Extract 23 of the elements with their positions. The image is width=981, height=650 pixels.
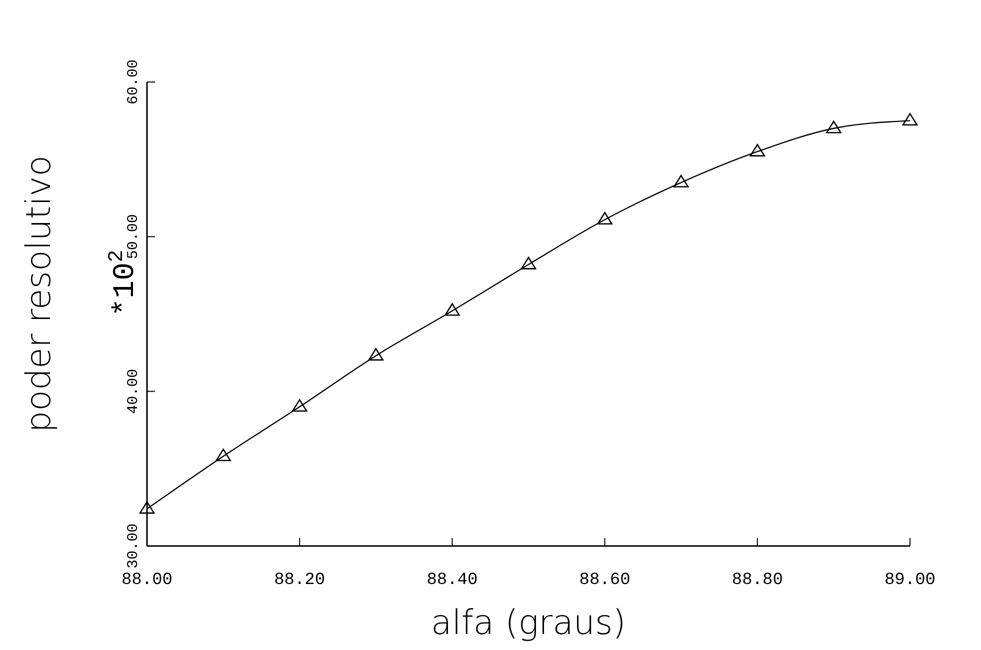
y-axis-title: poder resolutivo bbox=[19, 155, 59, 433]
y-tick-label: 50.00 bbox=[125, 214, 142, 260]
point bbox=[368, 348, 384, 361]
point bbox=[444, 303, 460, 316]
point bbox=[292, 399, 308, 412]
y-tick-label: 30.00 bbox=[125, 523, 142, 569]
x-tick-label: 88.40 bbox=[426, 571, 478, 590]
x-tick-label: 89.00 bbox=[884, 571, 936, 590]
point bbox=[826, 120, 842, 134]
x-tick-label: 88.80 bbox=[732, 571, 783, 590]
y-tick-label: 60.00 bbox=[125, 59, 142, 105]
point bbox=[597, 212, 612, 225]
point bbox=[520, 256, 536, 270]
x-axis-title: alfa (graus) bbox=[431, 603, 626, 643]
x-tick-label: 88.20 bbox=[274, 571, 326, 590]
point bbox=[139, 501, 155, 514]
point bbox=[216, 448, 231, 462]
x-tick-label: 88.60 bbox=[579, 571, 630, 590]
point bbox=[750, 144, 766, 156]
y-tick-label: 40.00 bbox=[125, 368, 142, 414]
x-tick-label: 88.00 bbox=[121, 571, 173, 590]
point bbox=[673, 174, 689, 188]
point bbox=[902, 113, 918, 126]
